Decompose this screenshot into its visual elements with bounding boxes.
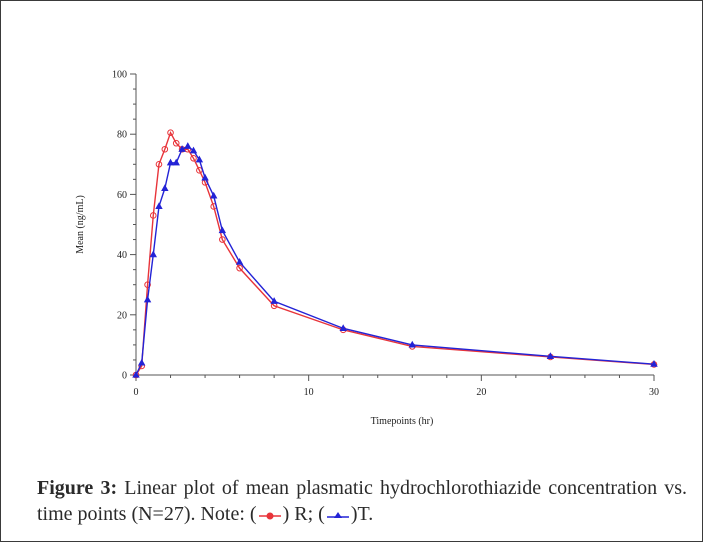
data-point-r [167,129,174,136]
data-point-t [201,173,209,181]
chart-svg: 0 10 20 30 0 20 40 60 80 100 Timepoints (hr) Mean (… [75,70,659,428]
data-point-t [166,158,175,166]
data-point-t [143,295,152,303]
data-point-r [190,154,197,162]
legend-r-label: ) R; ( [282,503,325,525]
y-tick-label: 40 [117,250,127,261]
data-point-r [219,236,226,243]
series-line-r [135,130,655,376]
data-point-r [236,264,243,272]
data-point-t [546,352,555,359]
x-tick-label: 10 [304,387,314,398]
data-point-t [189,146,198,154]
data-point-t [178,145,186,152]
data-point-t [195,155,204,163]
data-point-r [149,212,157,219]
caption-text: Linear plot of mean plasmatic hydrochlor… [37,477,688,525]
caption-label: Figure 3: [37,477,118,499]
x-tick-label: 30 [649,387,659,398]
data-point-t [184,142,192,149]
figure-caption: Figure 3: Linear plot of mean plasmatic … [37,475,687,527]
legend-r-marker [258,512,281,520]
data-point-t [137,358,146,366]
data-point-t [339,324,347,331]
data-point-t [209,191,218,199]
legend-t-label: )T. [350,503,374,525]
y-tick-label: 20 [117,310,127,321]
data-point-t [270,297,278,304]
y-axis-title: Mean (ng/mL) [75,195,86,254]
legend-t-marker [326,512,349,519]
data-point-r [155,161,163,168]
data-point-t [149,250,157,258]
data-point-t [161,184,169,191]
data-point-r [161,145,169,153]
data-point-t [132,370,140,378]
y-tick-label: 100 [112,70,127,81]
y-tick-label: 0 [122,371,127,382]
data-point-t [650,360,658,367]
data-point-t [408,340,416,348]
x-tick-label: 0 [134,387,139,398]
data-point-t [235,258,244,265]
series-line-t [135,145,655,376]
y-tick-label: 80 [117,130,127,141]
data-point-t [172,158,180,166]
x-tick-label: 20 [476,387,486,398]
data-point-t [218,226,227,234]
data-point-t [155,202,163,210]
x-axis-title: Timepoints (hr) [371,416,434,427]
data-point-r [172,139,180,147]
data-point-r [144,281,151,289]
y-tick-label: 60 [117,190,127,201]
